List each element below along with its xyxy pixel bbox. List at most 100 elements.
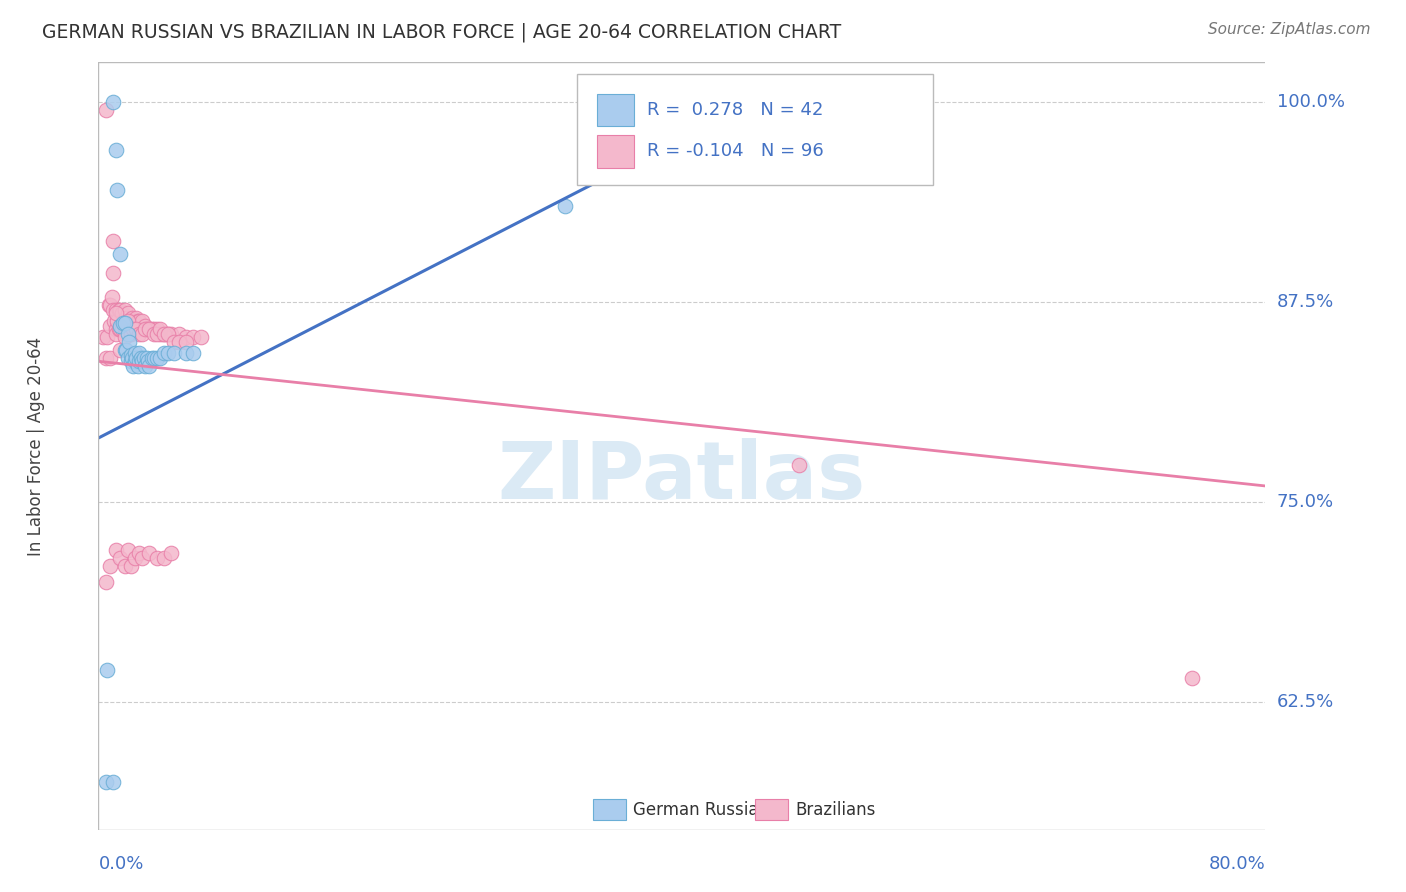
Point	[129, 351, 152, 365]
Point	[155, 327, 177, 342]
Point	[128, 546, 150, 560]
Point	[153, 346, 176, 360]
Point	[787, 458, 810, 472]
Point	[554, 199, 576, 213]
Point	[104, 306, 127, 320]
Point	[146, 327, 169, 342]
Point	[114, 330, 136, 344]
Point	[101, 95, 124, 110]
Point	[142, 327, 165, 342]
Point	[124, 550, 146, 565]
Point	[174, 346, 197, 360]
Point	[131, 354, 153, 368]
Point	[104, 322, 127, 336]
Text: 87.5%: 87.5%	[1277, 293, 1334, 311]
Point	[101, 266, 124, 280]
Point	[157, 327, 180, 342]
Point	[104, 144, 127, 158]
Point	[141, 351, 163, 365]
Point	[127, 359, 149, 373]
Point	[112, 316, 135, 330]
Point	[101, 774, 124, 789]
Point	[174, 330, 197, 344]
Point	[157, 346, 180, 360]
Bar	[755, 799, 789, 821]
Point	[146, 550, 169, 565]
Point	[122, 314, 145, 328]
Point	[153, 550, 176, 565]
Point	[104, 542, 127, 557]
Point	[127, 314, 149, 328]
Point	[121, 351, 143, 365]
Point	[110, 247, 132, 261]
Point	[163, 346, 186, 360]
Text: ZIPatlas: ZIPatlas	[498, 438, 866, 516]
Point	[124, 322, 146, 336]
Point	[181, 330, 204, 344]
Point	[128, 327, 150, 342]
Point	[136, 354, 159, 368]
Point	[174, 335, 197, 350]
Point	[104, 327, 127, 342]
Point	[128, 322, 150, 336]
Point	[101, 303, 124, 318]
Text: GERMAN RUSSIAN VS BRAZILIAN IN LABOR FORCE | AGE 20-64 CORRELATION CHART: GERMAN RUSSIAN VS BRAZILIAN IN LABOR FOR…	[42, 22, 841, 42]
Point	[98, 319, 121, 334]
Point	[134, 319, 156, 334]
Point	[110, 343, 132, 357]
Point	[100, 290, 122, 304]
Point	[122, 322, 145, 336]
Point	[138, 546, 160, 560]
Point	[117, 542, 139, 557]
Point	[111, 322, 134, 336]
Point	[120, 354, 142, 368]
Point	[1181, 671, 1204, 685]
Point	[149, 351, 172, 365]
Point	[105, 183, 128, 197]
Point	[135, 351, 157, 365]
Point	[101, 235, 124, 249]
Point	[138, 359, 160, 373]
Point	[115, 327, 138, 342]
Text: Source: ZipAtlas.com: Source: ZipAtlas.com	[1208, 22, 1371, 37]
Point	[146, 322, 169, 336]
Point	[104, 303, 127, 318]
Point	[115, 311, 138, 326]
Point	[181, 346, 204, 360]
Point	[142, 322, 165, 336]
Point	[110, 303, 132, 318]
Point	[120, 348, 142, 362]
Text: 0.0%: 0.0%	[98, 855, 143, 872]
Point	[135, 322, 157, 336]
Point	[98, 558, 121, 573]
Point	[128, 354, 150, 368]
Point	[149, 327, 172, 342]
Point	[131, 314, 153, 328]
Point	[114, 558, 136, 573]
Point	[131, 550, 153, 565]
Point	[94, 774, 117, 789]
Text: 80.0%: 80.0%	[1209, 855, 1265, 872]
Text: 75.0%: 75.0%	[1277, 493, 1334, 511]
Point	[149, 322, 172, 336]
Point	[163, 335, 186, 350]
Point	[103, 314, 125, 328]
Text: R =  0.278   N = 42: R = 0.278 N = 42	[647, 101, 824, 119]
Point	[117, 314, 139, 328]
Bar	[593, 799, 626, 821]
Point	[134, 359, 156, 373]
Point	[157, 327, 180, 342]
Point	[167, 327, 190, 342]
Point	[94, 103, 117, 118]
Point	[91, 330, 114, 344]
Point	[120, 558, 142, 573]
Point	[120, 327, 142, 342]
Point	[98, 351, 121, 365]
Point	[118, 335, 141, 350]
Point	[118, 314, 141, 328]
Point	[160, 327, 183, 342]
Point	[138, 322, 160, 336]
Point	[117, 351, 139, 365]
Text: Brazilians: Brazilians	[796, 801, 876, 819]
Point	[132, 322, 155, 336]
